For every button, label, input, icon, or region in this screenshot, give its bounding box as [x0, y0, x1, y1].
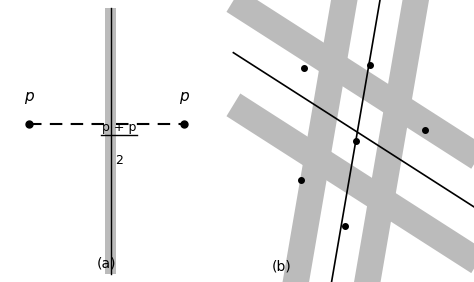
Polygon shape — [227, 0, 474, 169]
Text: p: p — [24, 89, 34, 104]
Text: (a): (a) — [97, 257, 117, 271]
Text: 2: 2 — [115, 154, 123, 167]
Polygon shape — [282, 0, 358, 282]
Text: p + p: p + p — [102, 121, 136, 134]
Bar — [105, 8, 116, 274]
Text: (b): (b) — [272, 259, 292, 274]
Polygon shape — [227, 94, 474, 273]
Text: p: p — [179, 89, 189, 104]
Polygon shape — [354, 0, 429, 282]
